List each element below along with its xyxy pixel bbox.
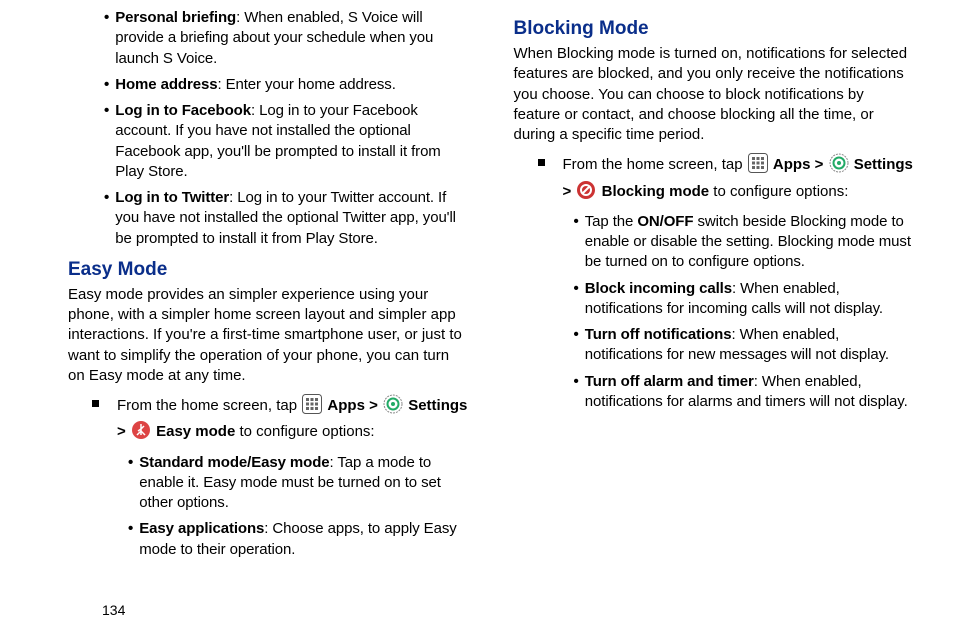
bullet-dot: • (128, 453, 133, 514)
blocking-mode-options: • Tap the ON/OFF switch beside Blocking … (574, 212, 915, 412)
square-bullet (538, 159, 545, 166)
bullet-text: Personal briefing: When enabled, S Voice… (115, 8, 468, 69)
bullet-text: Home address: Enter your home address. (115, 75, 468, 95)
nav-path-text: From the home screen, tap Apps > Setting… (117, 394, 469, 447)
list-item: • Block incoming calls: When enabled, no… (574, 279, 915, 320)
nav-suffix: to configure options: (235, 423, 374, 440)
bullet-dot: • (574, 212, 579, 273)
blocking-mode-intro: When Blocking mode is turned on, notific… (514, 44, 915, 145)
bullet-dot: • (104, 101, 109, 182)
easy-mode-icon (131, 420, 151, 446)
nav-apps-label: Apps > (773, 156, 828, 173)
list-item: • Personal briefing: When enabled, S Voi… (104, 8, 469, 69)
easy-mode-heading: Easy Mode (68, 259, 469, 281)
list-item: • Turn off alarm and timer: When enabled… (574, 372, 915, 413)
list-item: • Tap the ON/OFF switch beside Blocking … (574, 212, 915, 273)
page-number: 134 (102, 602, 125, 618)
bullet-dot: • (104, 8, 109, 69)
blocking-mode-icon (576, 180, 596, 206)
bullet-text: Log in to Facebook: Log in to your Faceb… (115, 101, 468, 182)
list-item: • Turn off notifications: When enabled, … (574, 325, 915, 366)
bullet-dot: • (574, 279, 579, 320)
apps-icon (748, 153, 768, 179)
bullet-text: Turn off notifications: When enabled, no… (585, 325, 914, 366)
blocking-mode-heading: Blocking Mode (514, 18, 915, 40)
nav-mode-label: Blocking mode (602, 183, 710, 200)
bullet-dot: • (574, 372, 579, 413)
bullet-dot: • (128, 519, 133, 560)
manual-page: • Personal briefing: When enabled, S Voi… (0, 0, 954, 636)
list-item: • Standard mode/Easy mode: Tap a mode to… (128, 453, 469, 514)
bullet-dot: • (104, 75, 109, 95)
left-column: • Personal briefing: When enabled, S Voi… (68, 8, 469, 626)
right-column: Blocking Mode When Blocking mode is turn… (514, 8, 915, 626)
bullet-dot: • (104, 188, 109, 249)
top-bullet-list: • Personal briefing: When enabled, S Voi… (104, 8, 469, 249)
list-item: • Easy applications: Choose apps, to app… (128, 519, 469, 560)
square-bullet (92, 400, 99, 407)
bullet-text: Block incoming calls: When enabled, noti… (585, 279, 914, 320)
easy-mode-intro: Easy mode provides an simpler experience… (68, 285, 469, 386)
nav-path-text: From the home screen, tap Apps > Setting… (563, 153, 915, 206)
list-item: • Log in to Facebook: Log in to your Fac… (104, 101, 469, 182)
easy-mode-options: • Standard mode/Easy mode: Tap a mode to… (128, 453, 469, 560)
bullet-text: Easy applications: Choose apps, to apply… (139, 519, 468, 560)
bullet-text: Standard mode/Easy mode: Tap a mode to e… (139, 453, 468, 514)
nav-prefix: From the home screen, tap (563, 156, 747, 173)
bullet-dot: • (574, 325, 579, 366)
nav-suffix: to configure options: (709, 183, 848, 200)
nav-path-row: From the home screen, tap Apps > Setting… (514, 153, 915, 206)
settings-icon (829, 153, 849, 179)
list-item: • Home address: Enter your home address. (104, 75, 469, 95)
bullet-text: Log in to Twitter: Log in to your Twitte… (115, 188, 468, 249)
bullet-text: Turn off alarm and timer: When enabled, … (585, 372, 914, 413)
bullet-text: Tap the ON/OFF switch beside Blocking mo… (585, 212, 914, 273)
settings-icon (383, 394, 403, 420)
nav-path-row: From the home screen, tap Apps > Setting… (68, 394, 469, 447)
nav-apps-label: Apps > (327, 397, 382, 414)
list-item: • Log in to Twitter: Log in to your Twit… (104, 188, 469, 249)
nav-prefix: From the home screen, tap (117, 397, 301, 414)
apps-icon (302, 394, 322, 420)
nav-mode-label: Easy mode (156, 423, 235, 440)
